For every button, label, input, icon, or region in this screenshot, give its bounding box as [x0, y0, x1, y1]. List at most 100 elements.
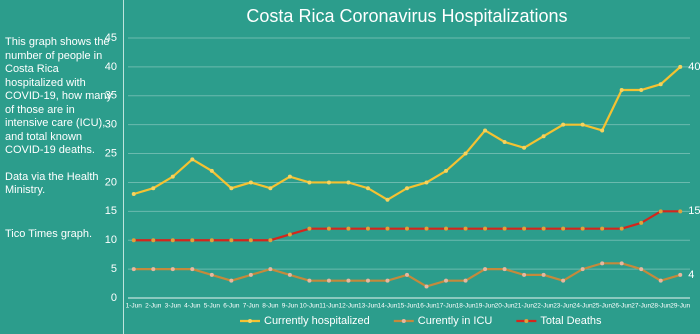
- point: [424, 226, 429, 231]
- legend-marker: [248, 319, 252, 323]
- legend-item: Currently hospitalized: [240, 315, 370, 327]
- x-tick-label: 4-Jun: [184, 303, 201, 310]
- value-label: 4: [688, 269, 694, 281]
- x-tick-label: 21-Jun: [514, 303, 534, 310]
- point: [151, 186, 156, 191]
- point: [463, 278, 468, 283]
- x-tick-label: 23-Jun: [553, 303, 573, 310]
- point: [444, 278, 449, 283]
- point: [229, 238, 234, 243]
- point: [483, 267, 488, 272]
- point: [190, 267, 195, 272]
- point: [619, 261, 624, 266]
- point: [639, 267, 644, 272]
- point: [170, 238, 175, 243]
- x-tick-label: 20-Jun: [495, 303, 515, 310]
- x-tick-label: 15-Jun: [397, 303, 417, 310]
- x-tick-label: 6-Jun: [223, 303, 240, 310]
- legend-label: Curently in ICU: [418, 315, 493, 327]
- y-tick-label: 0: [111, 292, 117, 304]
- point: [405, 186, 409, 191]
- x-tick-label: 9-Jun: [282, 303, 299, 310]
- sidebar: This graph shows the number of people in…: [0, 0, 124, 334]
- x-tick-label: 25-Jun: [592, 303, 612, 310]
- y-tick-label: 35: [105, 90, 117, 102]
- point: [229, 186, 234, 191]
- y-tick-label: 45: [105, 32, 117, 44]
- legend-item: Total Deaths: [516, 315, 602, 327]
- point: [541, 134, 546, 139]
- x-tick-label: 3-Jun: [165, 303, 182, 310]
- point: [600, 261, 605, 266]
- point: [151, 267, 156, 272]
- point: [444, 168, 449, 173]
- x-tick-label: 27-Jun: [631, 303, 651, 310]
- point: [619, 226, 624, 231]
- point: [385, 197, 390, 202]
- x-tick-label: 10-Jun: [299, 303, 319, 310]
- point: [346, 226, 351, 231]
- point: [463, 226, 468, 231]
- legend-label: Total Deaths: [540, 315, 602, 327]
- x-tick-label: 24-Jun: [573, 303, 593, 310]
- point: [170, 267, 175, 272]
- point: [600, 226, 605, 231]
- x-tick-label: 12-Jun: [339, 303, 359, 310]
- x-tick-label: 18-Jun: [456, 303, 476, 310]
- x-tick-label: 7-Jun: [243, 303, 260, 310]
- point: [405, 226, 409, 231]
- point: [385, 278, 390, 283]
- point: [209, 238, 214, 243]
- point: [678, 272, 683, 277]
- point: [502, 140, 507, 144]
- point: [561, 122, 566, 127]
- point: [307, 226, 312, 231]
- y-tick-label: 30: [105, 119, 117, 131]
- value-label: 40: [688, 61, 700, 73]
- point: [248, 272, 253, 277]
- point: [658, 82, 663, 87]
- x-tick-label: 14-Jun: [378, 303, 398, 310]
- point: [522, 226, 527, 231]
- point: [287, 272, 292, 277]
- point: [365, 186, 370, 191]
- point: [307, 180, 312, 185]
- point: [658, 278, 663, 283]
- point: [268, 238, 273, 243]
- x-tick-label: 11-Jun: [319, 303, 339, 310]
- point: [580, 267, 585, 272]
- sidebar-text: Data via the Health Ministry.: [5, 170, 99, 197]
- point: [268, 267, 273, 272]
- y-tick-label: 5: [111, 263, 117, 275]
- series-line: [133, 66, 681, 202]
- point: [600, 128, 605, 133]
- point: [209, 272, 214, 277]
- point: [131, 192, 136, 196]
- x-tick-label: 28-Jun: [651, 303, 671, 310]
- y-tick-label: 10: [105, 234, 117, 246]
- point: [209, 168, 214, 173]
- point: [151, 238, 156, 243]
- point: [561, 226, 566, 231]
- x-tick-label: 13-Jun: [358, 303, 378, 310]
- point: [268, 186, 273, 191]
- point: [326, 180, 331, 185]
- legend-marker: [524, 319, 529, 323]
- x-tick-label: 19-Jun: [475, 303, 495, 310]
- legend-item: Curently in ICU: [393, 315, 493, 327]
- point: [639, 220, 644, 225]
- point: [424, 180, 429, 185]
- x-tick-label: 26-Jun: [612, 303, 632, 310]
- x-tick-label: 29-Jun: [670, 303, 690, 310]
- x-tick-label: 2-Jun: [145, 303, 162, 310]
- point: [580, 122, 585, 127]
- point: [522, 145, 527, 150]
- point: [658, 209, 663, 214]
- point: [248, 180, 253, 185]
- chart-title: Costa Rica Coronavirus Hospitalizations: [246, 6, 567, 26]
- point: [619, 88, 624, 92]
- point: [346, 278, 351, 283]
- legend-marker: [401, 319, 406, 323]
